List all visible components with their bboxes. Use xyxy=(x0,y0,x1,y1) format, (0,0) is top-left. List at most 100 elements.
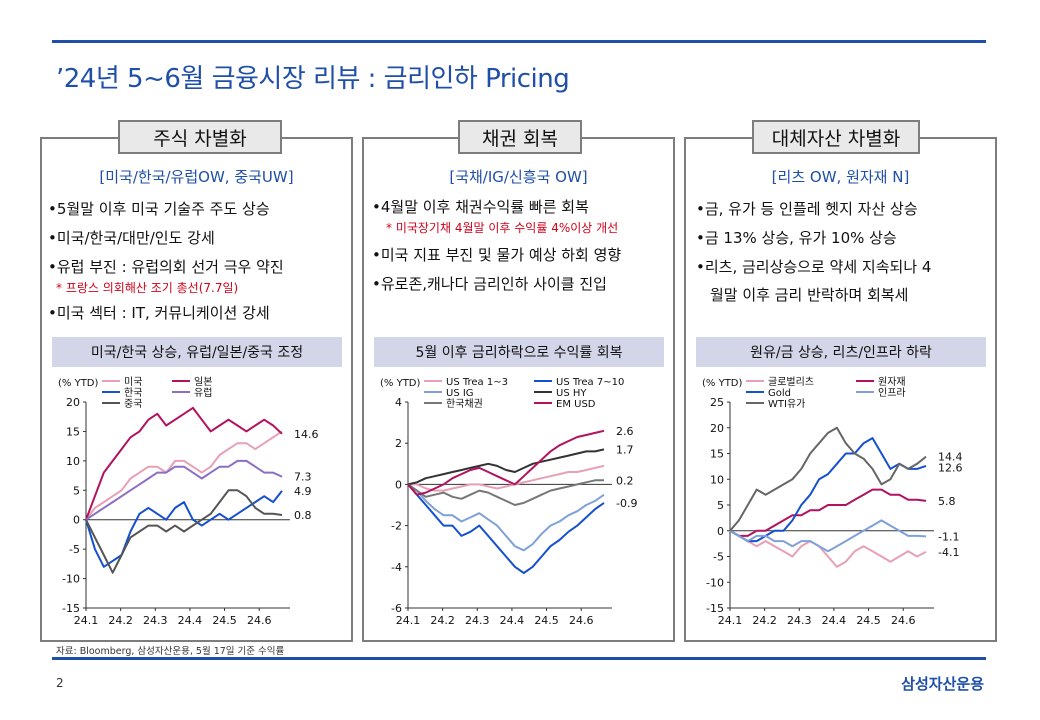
legend-label: 글로벌리츠 xyxy=(768,376,814,388)
x-tick-label: 24.5 xyxy=(212,614,237,627)
series-line xyxy=(729,437,927,543)
y-tick-label: 2 xyxy=(395,437,402,450)
legend-label: EM USD xyxy=(556,399,596,410)
series-line xyxy=(85,489,283,574)
legend-label: 한국채권 xyxy=(446,398,483,410)
page-title: ’24년 5~6월 금융시장 리뷰 : 금리인하 Pricing xyxy=(56,64,570,94)
x-tick-label: 24.5 xyxy=(534,614,559,627)
x-tick-label: 24.4 xyxy=(178,614,203,627)
note: * 프랑스 의회해산 조기 총선(7.7일) xyxy=(56,281,239,295)
x-tick-label: 24.2 xyxy=(430,614,455,627)
y-tick-label: 20 xyxy=(66,396,80,409)
series-line xyxy=(85,430,283,521)
y-tick-label: 10 xyxy=(66,455,80,468)
panel-alt-header: 대체자산 차별화 xyxy=(752,120,920,154)
y-tick-label: 10 xyxy=(710,473,724,486)
panel-equity-header: 주식 차별화 xyxy=(118,120,282,154)
legend-label: US Trea 1~3 xyxy=(446,377,508,388)
y-tick-label: -6 xyxy=(391,602,402,615)
x-tick-label: 24.1 xyxy=(396,614,421,627)
bond-chart: (% YTD) 4 2 0 -2 -4 -624.1 24.2 24.3 24.4 24.5 24.6… xyxy=(380,377,637,627)
x-tick-label: 24.6 xyxy=(891,614,916,627)
x-tick-label: 24.6 xyxy=(247,614,272,627)
y-tick-label: -2 xyxy=(391,520,402,533)
y-tick-label: -15 xyxy=(62,602,80,615)
series-line xyxy=(407,429,605,496)
bullet: •미국 섹터 : IT, 커뮤니케이션 강세 xyxy=(48,304,270,322)
end-value-label: 0.8 xyxy=(294,509,312,522)
x-tick-label: 24.1 xyxy=(718,614,743,627)
y-tick-label: -10 xyxy=(62,573,80,586)
y-tick-label: 0 xyxy=(395,478,402,491)
y-tick-label: 5 xyxy=(73,484,80,497)
y-tick-label: -15 xyxy=(706,602,724,615)
bullet: •4월말 이후 채권수익률 빠른 회복 xyxy=(372,198,589,216)
y-axis-label: (% YTD) xyxy=(380,378,420,389)
bullet-continued: 월말 이후 금리 반락하며 회복세 xyxy=(710,286,909,304)
x-tick-label: 24.1 xyxy=(74,614,99,627)
panel-bond-tag: [국채/IG/신흥국 OW] xyxy=(449,168,588,186)
end-value-label: 14.6 xyxy=(294,428,319,441)
y-tick-label: 4 xyxy=(395,396,402,409)
end-value-label: 1.7 xyxy=(616,443,634,456)
x-tick-label: 24.6 xyxy=(569,614,594,627)
legend-label: US Trea 7~10 xyxy=(556,377,624,388)
bullet: •유럽 부진 : 유럽의회 선거 극우 약진 xyxy=(48,258,284,276)
legend-label: 인프라 xyxy=(878,387,906,399)
bullet: •금 13% 상승, 유가 10% 상승 xyxy=(696,229,897,247)
series-line xyxy=(729,426,927,532)
y-tick-label: -5 xyxy=(69,543,80,556)
y-tick-label: -5 xyxy=(713,551,724,564)
series-line xyxy=(729,488,927,537)
bullet: •미국/한국/대만/인도 강세 xyxy=(48,229,215,247)
source-note: 자료: Bloomberg, 삼성자산운용, 5월 17일 기준 수익률 xyxy=(56,646,285,657)
x-tick-label: 24.2 xyxy=(752,614,777,627)
panel-equity-band: 미국/한국 상승, 유럽/일본/중국 조정 xyxy=(52,337,342,367)
y-tick-label: 0 xyxy=(717,525,724,538)
bullet: •유로존,캐나다 금리인하 사이클 진입 xyxy=(372,275,607,293)
end-value-label: -0.9 xyxy=(616,497,637,510)
series-line xyxy=(729,529,927,568)
legend-label: 미국 xyxy=(124,376,142,388)
x-tick-label: 24.4 xyxy=(500,614,525,627)
panel-bond-header: 채권 회복 xyxy=(458,120,582,154)
y-tick-label: 0 xyxy=(73,514,80,527)
bullet: •리츠, 금리상승으로 약세 지속되나 4 xyxy=(696,258,932,276)
end-value-label: 7.3 xyxy=(294,471,312,484)
legend-label: 한국 xyxy=(124,387,142,399)
x-tick-label: 24.2 xyxy=(108,614,132,627)
end-value-label: -1.1 xyxy=(938,530,959,543)
series-line xyxy=(408,464,605,492)
x-tick-label: 24.3 xyxy=(143,614,168,627)
bullet: •5월말 이후 미국 기술주 주도 상승 xyxy=(48,200,270,218)
end-value-label: 12.6 xyxy=(938,462,963,475)
end-value-label: 0.2 xyxy=(616,474,634,487)
series-line xyxy=(407,448,605,486)
end-value-label: 5.8 xyxy=(938,495,956,508)
bullet: •미국 지표 부진 및 물가 예상 하회 영향 xyxy=(372,246,622,264)
end-value-label: 14.4 xyxy=(938,451,963,464)
page-number: 2 xyxy=(56,676,64,690)
series-line xyxy=(407,479,604,506)
legend-label: 원자재 xyxy=(878,376,906,388)
x-tick-label: 24.3 xyxy=(787,614,812,627)
y-tick-label: -10 xyxy=(706,576,724,589)
series-line xyxy=(407,483,605,552)
y-axis-label: (% YTD) xyxy=(58,378,98,389)
series-line xyxy=(729,519,927,553)
y-tick-label: 15 xyxy=(66,425,80,438)
note: * 미국장기채 4월말 이후 수익률 4%이상 개선 xyxy=(386,221,619,235)
series-line xyxy=(85,490,283,568)
legend-label: Gold xyxy=(768,388,791,399)
panel-alt-tag: [리츠 OW, 원자재 N] xyxy=(771,168,910,186)
x-tick-label: 24.4 xyxy=(822,614,847,627)
series-line xyxy=(85,459,283,521)
legend-label: 일본 xyxy=(194,376,212,388)
series-line xyxy=(85,406,283,521)
end-value-label: -4.1 xyxy=(938,546,959,559)
end-value-label: 4.9 xyxy=(294,485,312,498)
panel-bond-band: 5월 이후 금리하락으로 수익률 회복 xyxy=(374,337,664,367)
bottom-rule xyxy=(52,657,986,660)
